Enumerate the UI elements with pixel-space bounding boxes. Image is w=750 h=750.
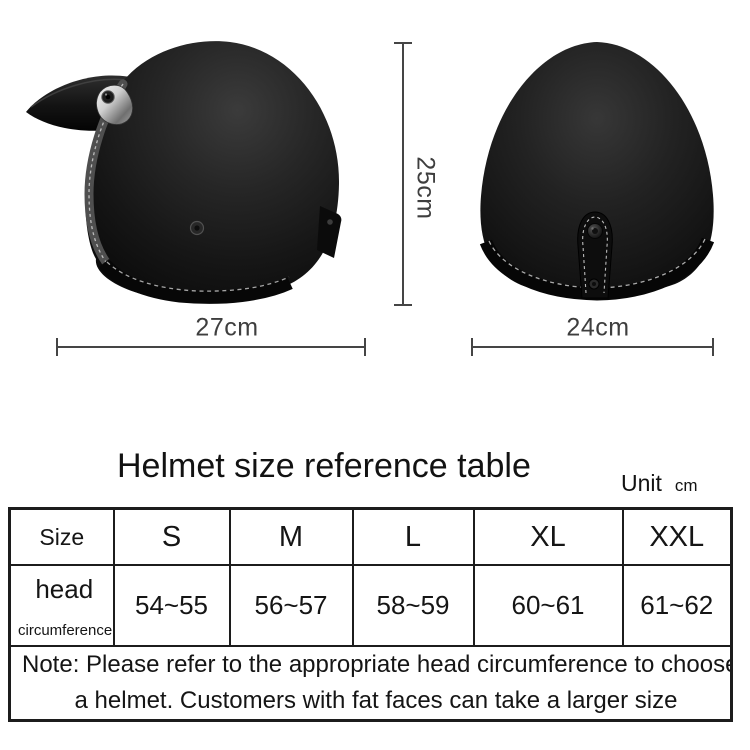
back-width-dimension-label: 24cm <box>566 313 630 342</box>
value-cell-xxl: 61~62 <box>621 564 733 647</box>
note-line-1: Note: Please refer to the appropriate he… <box>22 651 732 678</box>
helmet-shell-back <box>480 42 714 297</box>
row-label-line2: circumference <box>18 621 113 639</box>
unit-value: cm <box>674 476 698 495</box>
helmet-side-view <box>26 41 342 304</box>
side-width-dimension-line <box>56 338 366 356</box>
header-cell-l: L <box>351 507 475 566</box>
note-cell: Note: Please refer to the appropriate he… <box>8 645 733 722</box>
helmet-back-view <box>479 42 715 301</box>
helmet-dimensions-figure <box>26 41 715 356</box>
row-label-head-circumference: head circumference <box>8 564 115 647</box>
header-cell-s: S <box>112 507 231 566</box>
header-cell-xxl: XXL <box>621 507 733 566</box>
size-chart-title: Helmet size reference table <box>117 447 531 485</box>
size-reference-table: Size S M L XL XXL head circumference 54~… <box>8 507 733 722</box>
value-cell-m: 56~57 <box>228 564 354 647</box>
row-label-line1: head <box>35 573 94 604</box>
visor-snap-fastener <box>96 84 134 125</box>
unit-indicator: Unit cm <box>621 470 698 497</box>
value-cell-l: 58~59 <box>351 564 475 647</box>
table-data-row: head circumference 54~55 56~57 58~59 60~… <box>8 564 733 647</box>
dimension-lines <box>56 42 714 356</box>
height-dimension-line <box>394 42 412 306</box>
side-vent-button <box>189 220 205 236</box>
rear-strap-tab-side <box>317 206 342 258</box>
table-note-row: Note: Please refer to the appropriate he… <box>8 645 733 722</box>
height-dimension-label: 25cm <box>411 156 440 220</box>
header-cell-m: M <box>228 507 354 566</box>
bottom-rim-trim <box>98 258 293 304</box>
unit-label: Unit <box>621 470 662 496</box>
value-cell-s: 54~55 <box>112 564 231 647</box>
header-cell-size: Size <box>8 507 115 566</box>
back-width-dimension-line <box>471 338 714 356</box>
helmet-shell-side <box>85 41 340 299</box>
table-header-row: Size S M L XL XXL <box>8 507 733 566</box>
note-line-2: a helmet. Customers with fat faces can t… <box>74 687 678 714</box>
side-width-dimension-label: 27cm <box>195 313 259 342</box>
rear-strap-tab-back <box>577 211 613 299</box>
header-cell-xl: XL <box>472 507 624 566</box>
value-cell-xl: 60~61 <box>472 564 624 647</box>
